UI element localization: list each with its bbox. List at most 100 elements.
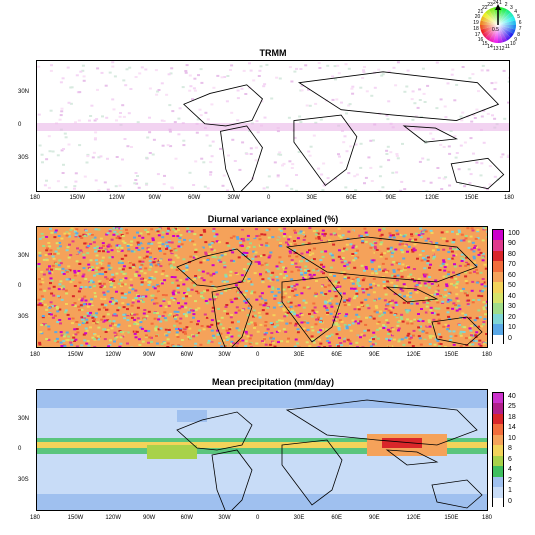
wheel-hour-label: 3 xyxy=(510,5,513,11)
colorbar-label: 10 xyxy=(508,434,516,442)
colorbar-swatch xyxy=(493,455,503,467)
colorbar-swatch xyxy=(493,303,503,314)
colorbar-label: 25 xyxy=(508,403,516,411)
x-tick-label: 180 xyxy=(30,195,41,201)
x-tick-label: 180 xyxy=(30,352,41,358)
x-tick-label: 90E xyxy=(369,352,380,358)
wheel-hour-label: 14 xyxy=(487,44,493,50)
x-tick-label: 180 xyxy=(482,352,493,358)
wheel-hour-label: 2 xyxy=(505,2,508,8)
y-tick-label: 0 xyxy=(18,283,22,289)
colorbar-swatch xyxy=(493,413,503,425)
x-tick-label: 150W xyxy=(67,515,84,521)
wheel-hour-label: 9 xyxy=(514,37,517,43)
colorbar-swatch xyxy=(493,434,503,446)
colorbar-label: 4 xyxy=(508,466,512,474)
colorbar-swatch xyxy=(493,476,503,488)
x-tick-label: 120W xyxy=(109,195,125,201)
y-tick-label: 30S xyxy=(18,476,29,483)
colorbar-label: 40 xyxy=(508,292,516,300)
x-tick-label: 150E xyxy=(464,195,479,201)
x-tick-label: 90E xyxy=(385,195,397,201)
wheel-hour-label: 1 xyxy=(499,0,502,6)
wheel-hour-label: 18 xyxy=(473,26,479,32)
x-tick-label: 0 xyxy=(267,195,271,201)
x-tick-label: 30E xyxy=(293,515,305,521)
x-tick-label: 150W xyxy=(69,195,86,201)
colorbar-swatch xyxy=(493,393,503,404)
wheel-hour-label: 8 xyxy=(517,32,520,38)
colorbar-label: 18 xyxy=(508,413,516,421)
wheel-hour-label: 6 xyxy=(519,20,522,26)
colorbar-swatch xyxy=(493,282,503,293)
colorbar-swatch xyxy=(493,271,503,283)
colorbar-swatch xyxy=(493,466,503,477)
colorbar-label: 40 xyxy=(508,393,516,400)
wheel-hour-label: 20 xyxy=(475,14,481,20)
x-tick-label: 120W xyxy=(105,352,122,358)
colorbar-label: 50 xyxy=(508,282,516,290)
colorbar-label: 80 xyxy=(508,250,516,258)
x-tick-label: 0 xyxy=(256,515,260,521)
x-tick-label: 150E xyxy=(444,515,459,521)
x-tick-label: 60W xyxy=(188,195,201,201)
wheel-hour-label: 15 xyxy=(482,41,488,47)
x-tick-label: 60E xyxy=(346,195,357,201)
wheel-hour-label: 10 xyxy=(510,41,516,47)
wheel-hour-label: 24 xyxy=(493,0,499,6)
colorbar-label: 14 xyxy=(508,424,516,432)
wheel-hour-label: 17 xyxy=(475,32,481,38)
x-tick-label: 30W xyxy=(227,195,240,201)
x-tick-label: 90W xyxy=(143,352,156,358)
wheel-hour-label: 7 xyxy=(519,26,522,32)
colorbar-swatch xyxy=(493,313,503,325)
y-tick-label: 30S xyxy=(18,155,29,161)
colorbar-swatch xyxy=(493,230,503,241)
wheel-center-label: 0.5 xyxy=(492,27,499,33)
y-tick-label: 30S xyxy=(18,313,29,320)
y-tick-label: 30N xyxy=(18,415,30,422)
wheel-hour-label: 12 xyxy=(499,46,505,50)
colorbar-label: 30 xyxy=(508,303,516,311)
x-tick-label: 180 xyxy=(504,195,515,201)
panel-title-precip: Mean precipitation (mm/day) xyxy=(211,377,335,387)
y-tick-label: 30N xyxy=(18,252,30,259)
x-tick-label: 60E xyxy=(331,352,343,358)
x-tick-label: 120E xyxy=(425,195,440,201)
colorbar-label: 20 xyxy=(508,313,516,321)
x-tick-label: 180 xyxy=(30,515,41,521)
colorbar-swatch xyxy=(493,445,503,456)
colorbar-swatch xyxy=(493,497,503,508)
variance-colorbar xyxy=(492,229,504,345)
wheel-hour-label: 4 xyxy=(514,9,517,15)
colorbar-label: 10 xyxy=(508,324,516,332)
y-tick-label: 0 xyxy=(18,446,22,452)
colorbar-label: 1 xyxy=(508,487,512,495)
x-tick-label: 120E xyxy=(406,352,421,358)
colorbar-swatch xyxy=(493,487,503,498)
colorbar-swatch xyxy=(493,324,503,335)
panel-title-trmm: TRMM xyxy=(259,48,287,58)
variance-map xyxy=(36,226,488,348)
colorbar-swatch xyxy=(493,261,503,272)
precip-map xyxy=(36,389,488,511)
colorbar-label: 6 xyxy=(508,455,512,463)
colorbar-label: 100 xyxy=(508,230,520,237)
wheel-hour-label: 13 xyxy=(493,46,499,50)
wheel-hour-label: 23 xyxy=(487,2,493,8)
precip-colorbar xyxy=(492,392,504,508)
clock-color-wheel: 0.5 1 2 3 4 5 6 7 8 9 10 11 12 13 14 15 16 17 18 19 20 21 22 2… xyxy=(462,0,535,50)
wheel-hour-label: 11 xyxy=(505,44,510,50)
colorbar-label: 90 xyxy=(508,240,516,248)
x-tick-label: 0 xyxy=(256,352,260,358)
x-tick-label: 60W xyxy=(180,515,193,521)
x-tick-label: 90W xyxy=(148,195,161,201)
wheel-hour-label: 21 xyxy=(478,9,484,15)
panel-title-variance: Diurnal variance explained (%) xyxy=(207,214,339,224)
colorbar-swatch xyxy=(493,424,503,435)
colorbar-label: 0 xyxy=(508,497,512,505)
wheel-hour-label: 22 xyxy=(482,5,488,11)
colorbar-label: 0 xyxy=(508,334,512,342)
x-tick-label: 30W xyxy=(218,515,231,521)
colorbar-swatch xyxy=(493,334,503,345)
